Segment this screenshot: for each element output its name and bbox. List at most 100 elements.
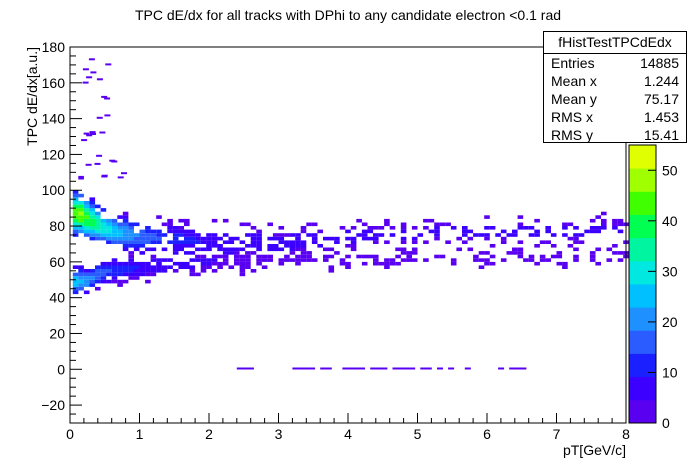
heatmap-cell bbox=[178, 229, 184, 234]
heatmap-cell bbox=[111, 233, 118, 237]
heatmap-cell bbox=[284, 258, 290, 262]
heatmap-cell bbox=[145, 279, 151, 284]
heatmap-cell bbox=[167, 226, 173, 230]
heatmap-cell bbox=[239, 269, 246, 273]
heatmap-cell bbox=[323, 236, 329, 241]
heatmap-cell bbox=[111, 160, 118, 163]
heatmap-cell bbox=[117, 269, 123, 273]
heatmap-cell bbox=[111, 269, 118, 273]
heatmap-cell bbox=[195, 236, 201, 241]
heatmap-cell bbox=[150, 229, 157, 234]
heatmap-cell bbox=[117, 229, 123, 234]
heatmap-cell bbox=[578, 240, 585, 244]
heatmap-cell bbox=[167, 258, 173, 262]
heatmap-cell bbox=[104, 97, 111, 100]
heatmap-cell bbox=[128, 244, 134, 248]
color-scale-bin bbox=[629, 284, 656, 308]
heatmap-cell bbox=[106, 236, 112, 241]
heatmap-cell bbox=[145, 226, 151, 230]
heatmap-cell bbox=[245, 265, 251, 269]
heatmap-cell bbox=[278, 226, 285, 230]
heatmap-cell bbox=[300, 244, 307, 248]
heatmap-cell bbox=[384, 222, 390, 227]
heatmap-cell bbox=[300, 254, 307, 259]
heatmap-cell bbox=[222, 254, 229, 259]
x-tick-label: 5 bbox=[414, 426, 422, 442]
heatmap-cell bbox=[82, 68, 89, 71]
heatmap-cell bbox=[189, 233, 196, 237]
y-tick-label: 100 bbox=[42, 182, 66, 198]
heatmap-cell bbox=[317, 244, 323, 248]
heatmap-cell bbox=[556, 261, 563, 266]
heatmap-cell bbox=[456, 236, 462, 241]
heatmap-cell bbox=[395, 254, 401, 259]
heatmap-cell bbox=[72, 279, 79, 284]
heatmap-cell bbox=[389, 233, 396, 237]
heatmap-cell bbox=[267, 254, 273, 259]
heatmap-cell bbox=[78, 229, 84, 234]
heatmap-cell bbox=[83, 204, 90, 209]
heatmap-cell bbox=[373, 261, 379, 266]
heatmap-cell bbox=[256, 236, 262, 241]
stats-box: fHistTestTPCdEdx Entries 14885 Mean x 1.24… bbox=[543, 31, 687, 143]
heatmap-cell bbox=[228, 240, 235, 244]
heatmap-cell bbox=[111, 240, 118, 244]
heatmap-cell bbox=[328, 247, 335, 252]
heatmap-cell bbox=[328, 254, 335, 259]
heatmap-cell bbox=[95, 272, 101, 277]
heatmap-cell bbox=[350, 236, 357, 241]
heatmap-cell bbox=[606, 247, 613, 252]
heatmap-cell bbox=[489, 226, 496, 230]
heatmap-cell bbox=[406, 251, 412, 255]
heatmap-cell bbox=[311, 236, 318, 241]
heatmap-cell bbox=[612, 226, 618, 230]
heatmap-cell bbox=[601, 211, 607, 216]
heatmap-cell bbox=[272, 236, 279, 241]
heatmap-cell bbox=[195, 254, 201, 259]
heatmap-cell bbox=[361, 236, 368, 241]
x-axis: 0 1 2 3 4 5 6 7 8 bbox=[66, 413, 630, 442]
heatmap-cell bbox=[195, 247, 201, 252]
heatmap-cell bbox=[133, 265, 140, 269]
heatmap-cell bbox=[384, 240, 390, 244]
heatmap-cell bbox=[83, 229, 90, 234]
heatmap-cell bbox=[128, 269, 134, 273]
heatmap-cell bbox=[117, 226, 123, 230]
heatmap-cell bbox=[72, 208, 79, 212]
heatmap-cell bbox=[234, 251, 240, 255]
heatmap-cell bbox=[423, 240, 429, 244]
heatmap-cell bbox=[245, 244, 251, 248]
heatmap-cell bbox=[334, 251, 340, 255]
heatmap-cell bbox=[356, 233, 362, 237]
stats-label: Mean y bbox=[551, 91, 597, 107]
heatmap-cell bbox=[72, 226, 79, 230]
heatmap-cell bbox=[245, 261, 251, 266]
heatmap-cell bbox=[161, 247, 168, 252]
heatmap-cell bbox=[250, 236, 257, 241]
heatmap-cell bbox=[89, 229, 96, 234]
heatmap-cell bbox=[95, 222, 101, 227]
heatmap-cell bbox=[99, 131, 106, 134]
heatmap-cell bbox=[78, 276, 84, 280]
heatmap-cell bbox=[82, 81, 89, 84]
heatmap-cell bbox=[267, 236, 273, 241]
heatmap-cell bbox=[95, 286, 101, 291]
heatmap-cell bbox=[167, 265, 173, 269]
heatmap-cell bbox=[428, 229, 435, 234]
stats-value: 75.17 bbox=[643, 91, 679, 107]
color-scale-frame bbox=[628, 144, 657, 424]
heatmap-cell bbox=[200, 236, 207, 241]
heatmap-cell bbox=[400, 240, 407, 244]
heatmap-cell bbox=[72, 201, 79, 205]
heatmap-cell bbox=[350, 226, 357, 230]
heatmap-cell bbox=[589, 254, 596, 259]
heatmap-cell bbox=[562, 222, 568, 227]
heatmap-cell bbox=[411, 236, 418, 241]
heatmap-cell bbox=[334, 240, 340, 244]
heatmap-cell bbox=[88, 58, 95, 61]
heatmap-cell bbox=[206, 265, 212, 269]
heatmap-cell bbox=[517, 247, 524, 252]
heatmap-cell bbox=[484, 215, 490, 219]
heatmap-cell bbox=[278, 258, 285, 262]
heatmap-cell bbox=[284, 233, 290, 237]
